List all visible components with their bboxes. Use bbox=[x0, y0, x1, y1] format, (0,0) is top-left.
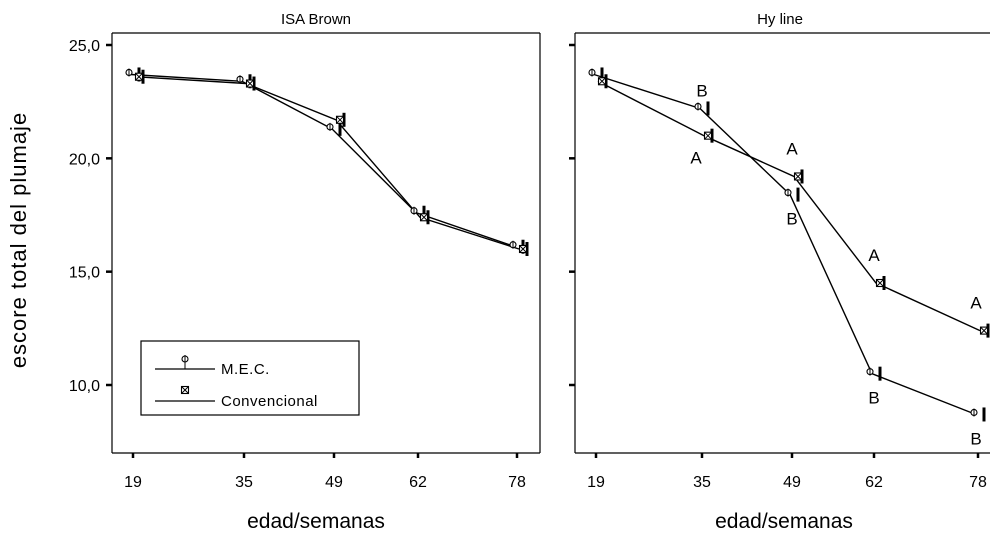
marker-convencional-cross bbox=[598, 77, 606, 86]
significance-letter: A bbox=[690, 149, 702, 168]
significance-letter: A bbox=[786, 139, 798, 158]
marker-convencional-cross bbox=[246, 79, 254, 88]
marker-convencional-cross bbox=[980, 326, 988, 335]
significance-letter: B bbox=[868, 389, 879, 408]
legend-box bbox=[140, 340, 360, 416]
x-tick-label: 78 bbox=[508, 474, 526, 491]
series-line-convencional bbox=[134, 76, 520, 250]
marker-convencional-cross bbox=[794, 172, 802, 181]
panel-title: Hy line bbox=[757, 11, 803, 28]
legend-label: M.E.C. bbox=[221, 361, 270, 378]
significance-letter: B bbox=[786, 210, 797, 229]
y-axis-label: escore total del plumaje bbox=[4, 40, 34, 440]
y-tick-label: 10,0 bbox=[69, 378, 100, 395]
series-line-mec bbox=[593, 73, 977, 416]
panel-title: ISA Brown bbox=[281, 11, 351, 28]
x-tick-label: 35 bbox=[693, 474, 711, 491]
y-axis-label-text: escore total del plumaje bbox=[6, 111, 31, 369]
x-tick-label: 19 bbox=[587, 474, 605, 491]
x-axis-label: edad/semanas bbox=[715, 510, 853, 533]
marker-convencional-cross bbox=[876, 279, 884, 287]
y-tick-label: 25,0 bbox=[69, 38, 100, 55]
x-tick-label: 62 bbox=[409, 474, 427, 491]
series-line-mec bbox=[130, 73, 516, 248]
marker-convencional-cross bbox=[519, 245, 527, 253]
legend-marker-convencional-cross bbox=[181, 386, 189, 394]
x-tick-label: 49 bbox=[783, 474, 801, 491]
x-tick-label: 35 bbox=[235, 474, 253, 491]
y-tick-label: 20,0 bbox=[69, 151, 100, 168]
marker-convencional-cross bbox=[336, 115, 344, 124]
y-tick-label: 15,0 bbox=[69, 265, 100, 282]
series-line-convencional bbox=[597, 80, 981, 332]
marker-convencional-cross bbox=[135, 72, 143, 81]
marker-convencional-cross bbox=[704, 131, 712, 140]
x-tick-label: 78 bbox=[969, 474, 987, 491]
x-tick-label: 62 bbox=[865, 474, 883, 491]
significance-letter: B bbox=[970, 429, 981, 448]
legend-label: Convencional bbox=[221, 393, 318, 410]
significance-letter: B bbox=[696, 81, 707, 100]
x-tick-label: 19 bbox=[124, 474, 142, 491]
x-tick-label: 49 bbox=[325, 474, 343, 491]
marker-convencional-cross bbox=[420, 213, 428, 222]
significance-letter: A bbox=[868, 246, 880, 265]
significance-letter: A bbox=[970, 294, 982, 313]
x-axis-label: edad/semanas bbox=[247, 510, 385, 533]
